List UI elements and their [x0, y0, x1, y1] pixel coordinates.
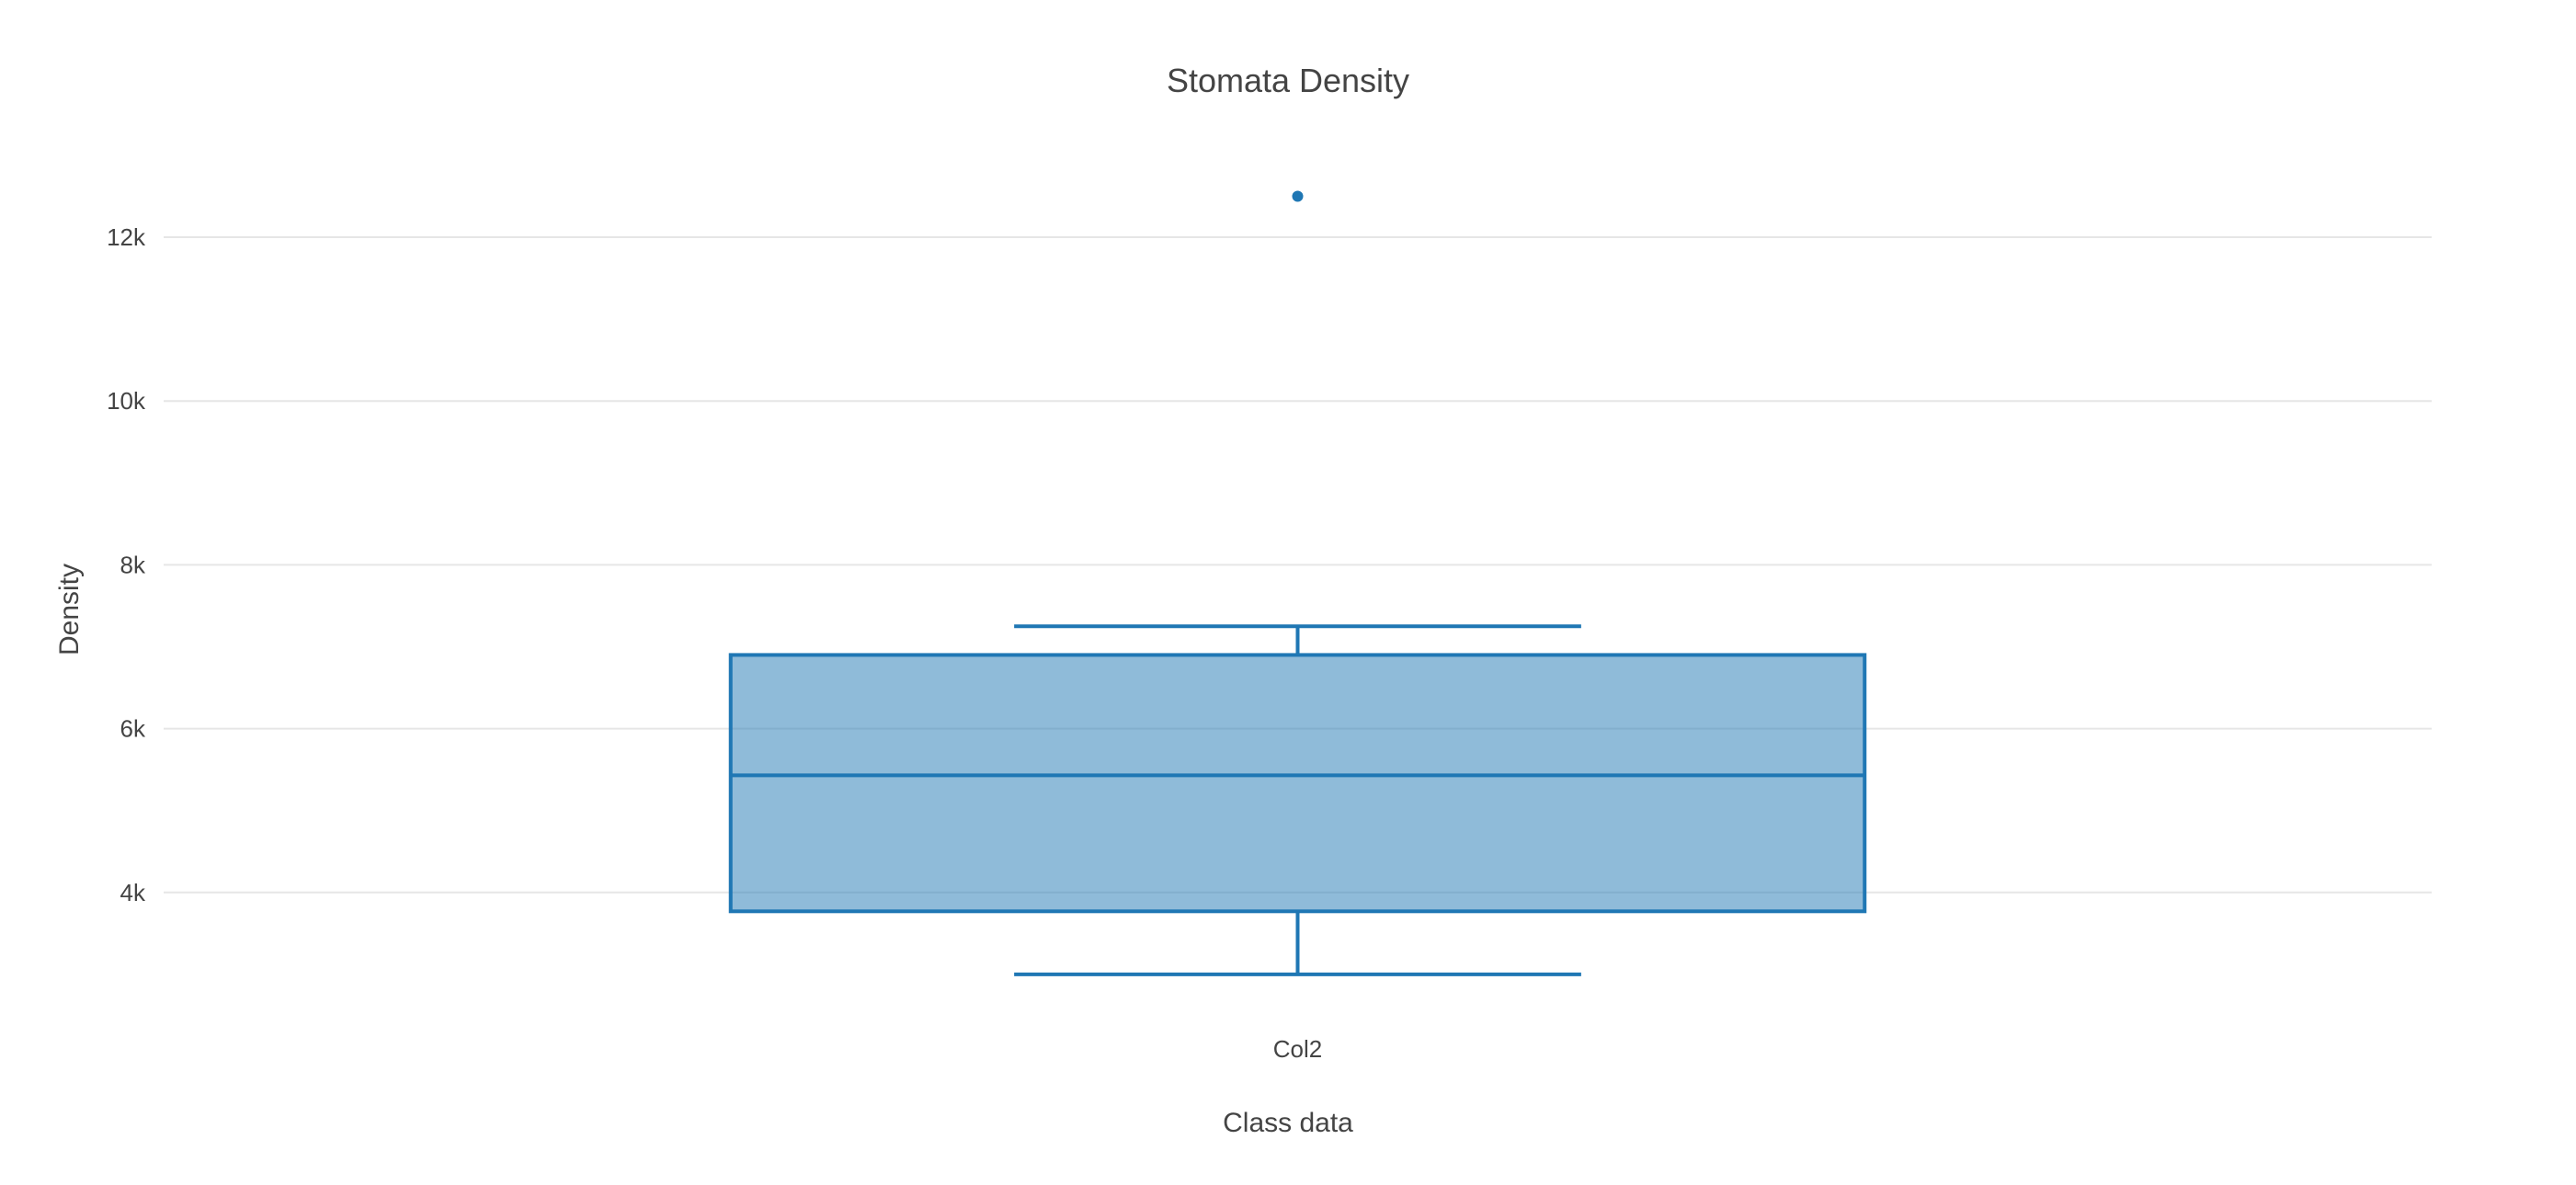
y-tick-label: 8k — [120, 551, 146, 578]
axis-ticks: 4k 6k 8k 10k 12k Col2 — [107, 223, 1322, 1063]
y-tick-label: 12k — [107, 223, 146, 251]
outlier-point — [1292, 190, 1304, 202]
iqr-box — [728, 653, 1867, 914]
y-axis-title: Density — [54, 564, 85, 655]
box-plot-marks — [728, 190, 1867, 976]
y-tick-label: 6k — [120, 715, 146, 743]
y-tick-label: 10k — [107, 387, 146, 415]
gridlines — [164, 236, 2432, 894]
chart-title: Stomata Density — [1167, 62, 1409, 99]
x-axis-title: Class data — [1223, 1108, 1353, 1138]
x-tick-label: Col2 — [1273, 1035, 1322, 1063]
y-tick-label: 4k — [120, 879, 146, 906]
